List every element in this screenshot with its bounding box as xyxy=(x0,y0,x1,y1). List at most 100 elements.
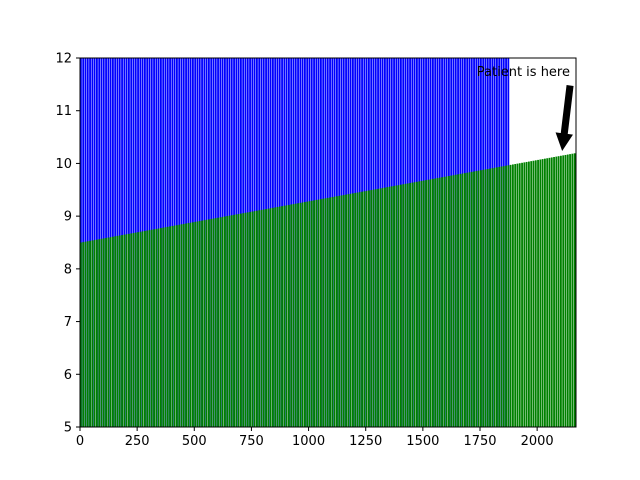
green-bar xyxy=(562,155,565,427)
green-bar xyxy=(288,204,290,427)
green-bar xyxy=(557,156,560,428)
y-tick-label: 6 xyxy=(64,368,72,383)
green-bar xyxy=(555,156,558,428)
green-bar xyxy=(240,213,242,427)
green-bar xyxy=(105,237,107,427)
annotation-label: Patient is here xyxy=(477,65,570,80)
y-tick-label: 12 xyxy=(55,52,72,67)
green-bar xyxy=(265,209,267,427)
green-bar xyxy=(150,229,153,427)
green-bar xyxy=(226,216,229,427)
green-bar xyxy=(313,200,315,427)
x-tick-label: 0 xyxy=(76,434,84,449)
green-bar xyxy=(153,229,155,427)
green-bar xyxy=(146,230,149,427)
green-bar xyxy=(189,222,192,427)
plot-area-frame xyxy=(79,57,577,428)
green-bar xyxy=(365,190,368,427)
green-bar xyxy=(544,158,546,427)
green-bar xyxy=(276,206,279,427)
green-bar xyxy=(390,186,393,427)
green-bar xyxy=(123,234,126,427)
green-bar xyxy=(162,227,165,427)
green-bar xyxy=(317,199,320,427)
green-bar xyxy=(518,163,521,427)
green-bar xyxy=(98,239,101,427)
green-bar xyxy=(413,182,416,427)
green-bar xyxy=(258,210,261,427)
green-bar xyxy=(233,214,235,427)
green-bar xyxy=(569,154,571,427)
green-bar xyxy=(564,154,567,427)
green-bar xyxy=(480,170,482,427)
green-bar xyxy=(182,223,185,427)
green-bar xyxy=(560,155,562,428)
green-bar xyxy=(441,177,443,427)
green-bar xyxy=(370,190,373,427)
green-bar xyxy=(118,235,121,427)
green-bar xyxy=(434,178,437,427)
green-bar xyxy=(130,233,133,427)
y-tick-label: 7 xyxy=(64,315,72,330)
green-bar xyxy=(283,205,286,427)
x-tick-label: 500 xyxy=(182,434,207,449)
green-bar xyxy=(363,191,366,427)
green-bar xyxy=(432,178,434,427)
green-bar xyxy=(198,221,201,427)
green-bar xyxy=(420,180,423,427)
x-tick-label: 1000 xyxy=(292,434,325,449)
green-bar xyxy=(308,201,311,427)
green-bar xyxy=(429,179,432,427)
green-bar xyxy=(377,188,379,427)
green-bar xyxy=(219,217,222,427)
green-bar xyxy=(406,183,409,427)
green-bar xyxy=(331,197,334,427)
green-bar xyxy=(496,167,498,427)
green-bar xyxy=(400,184,402,427)
green-bar xyxy=(192,222,194,427)
green-bar xyxy=(372,189,375,427)
green-bar xyxy=(468,172,471,427)
green-bar xyxy=(82,242,85,427)
green-bar xyxy=(169,226,171,427)
green-bar xyxy=(102,238,105,427)
green-bar xyxy=(459,173,462,427)
green-bar xyxy=(320,199,322,427)
green-bar xyxy=(141,231,144,427)
green-bar xyxy=(516,163,519,427)
green-bar xyxy=(498,166,501,427)
green-bar xyxy=(137,232,139,427)
green-bar xyxy=(573,153,576,427)
green-bar xyxy=(292,204,295,427)
green-bar xyxy=(427,179,430,427)
green-bar xyxy=(361,191,363,427)
green-bar xyxy=(397,185,400,427)
green-bar xyxy=(448,176,450,427)
green-bar xyxy=(340,195,343,427)
green-bar xyxy=(384,187,386,427)
green-bar xyxy=(256,210,258,427)
green-bar xyxy=(272,207,274,427)
green-bar xyxy=(100,238,103,427)
green-bar xyxy=(379,188,382,427)
green-bar xyxy=(196,221,199,427)
green-bar xyxy=(347,194,350,427)
green-bar xyxy=(326,197,329,427)
annotations: Patient is here xyxy=(477,65,574,152)
green-bar xyxy=(224,216,226,427)
green-bar xyxy=(157,228,160,427)
green-bar xyxy=(546,158,549,427)
green-bar xyxy=(530,161,533,428)
green-bar xyxy=(84,241,87,427)
green-bar xyxy=(166,226,169,427)
green-bar xyxy=(381,187,384,427)
green-bar xyxy=(475,171,478,427)
green-bar xyxy=(374,189,377,427)
green-bar xyxy=(278,206,281,427)
green-bar xyxy=(534,160,537,427)
green-bar xyxy=(155,228,158,427)
green-bar xyxy=(262,209,265,427)
x-tick-label: 1500 xyxy=(406,434,439,449)
green-bar xyxy=(443,176,446,427)
green-bar xyxy=(345,194,347,427)
